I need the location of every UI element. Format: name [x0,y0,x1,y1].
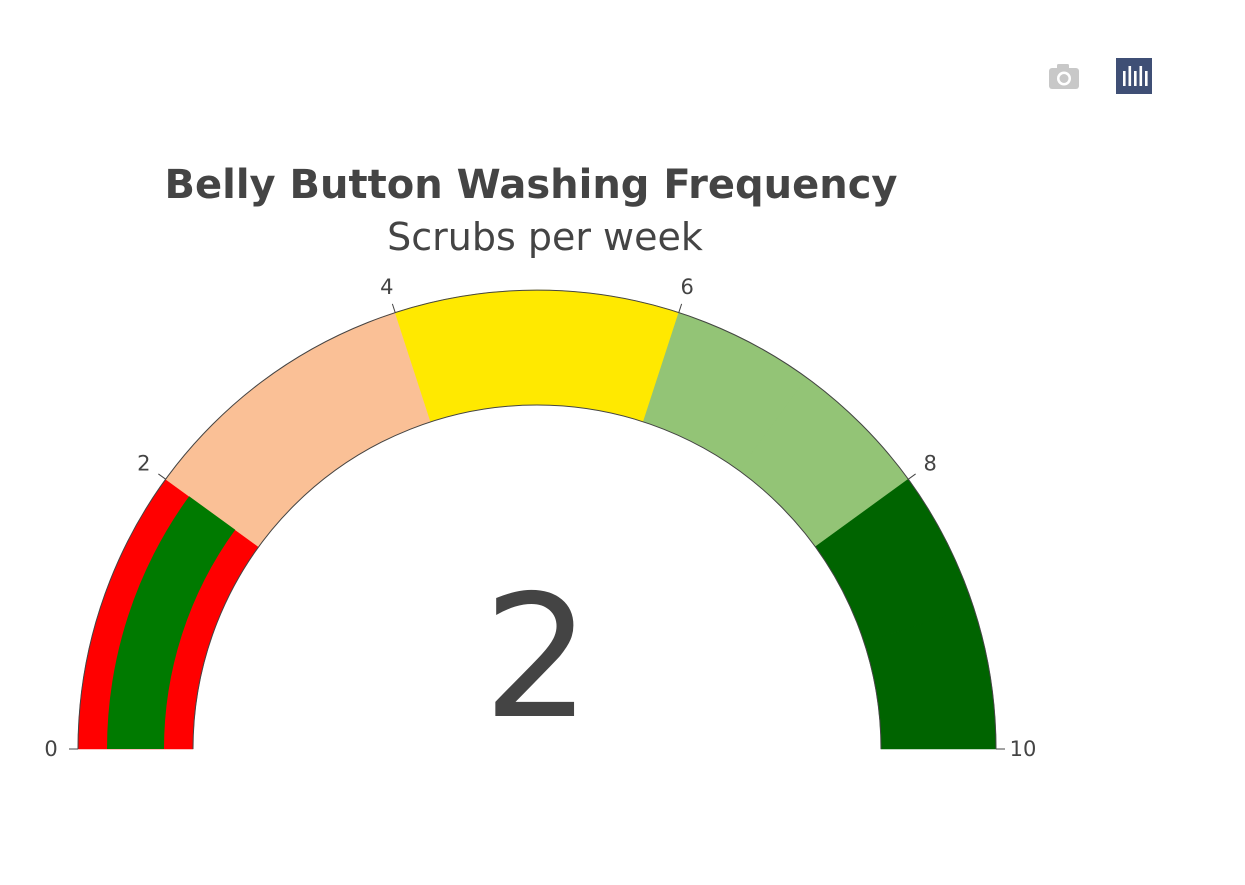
gauge-outer-border [77,289,997,750]
tick-label-4: 4 [380,275,393,299]
gauge-inner-border [192,404,882,750]
tick-mark-6 [678,303,683,313]
tick-label-10: 10 [1010,737,1037,761]
gauge-value-bar [107,496,236,749]
camera-icon[interactable] [1046,58,1082,94]
tick-mark-2 [158,473,166,480]
tick-label-8: 8 [923,451,936,475]
gauge-value: 2 [483,559,591,757]
plotly-logo-icon[interactable] [1116,58,1152,94]
tick-mark-8 [908,473,916,480]
tick-label-2: 2 [137,451,150,475]
tick-mark-4 [391,303,396,313]
chart-subtitle: Scrubs per week [387,215,703,259]
tick-label-0: 0 [44,737,57,761]
gauge-layer: 0 2 4 6 8 10 [44,275,1036,761]
gauge-step-4 [394,289,680,423]
tick-label-6: 6 [680,275,693,299]
chart-title: Belly Button Washing Frequency [165,162,898,208]
modebar [1046,58,1156,94]
